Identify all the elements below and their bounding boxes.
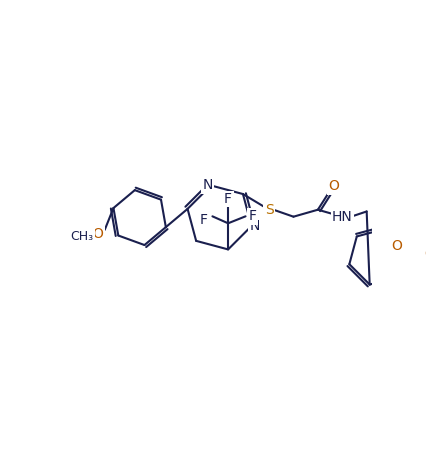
Text: O: O: [92, 227, 103, 241]
Text: F: F: [248, 209, 256, 223]
Text: O: O: [390, 240, 401, 253]
Text: F: F: [199, 213, 207, 227]
Text: O: O: [423, 247, 426, 261]
Text: O: O: [327, 179, 338, 193]
Text: F: F: [224, 192, 232, 206]
Text: S: S: [264, 203, 273, 217]
Text: N: N: [202, 178, 212, 192]
Text: N: N: [249, 219, 259, 233]
Text: CH₃: CH₃: [70, 230, 93, 243]
Text: HN: HN: [331, 210, 352, 224]
